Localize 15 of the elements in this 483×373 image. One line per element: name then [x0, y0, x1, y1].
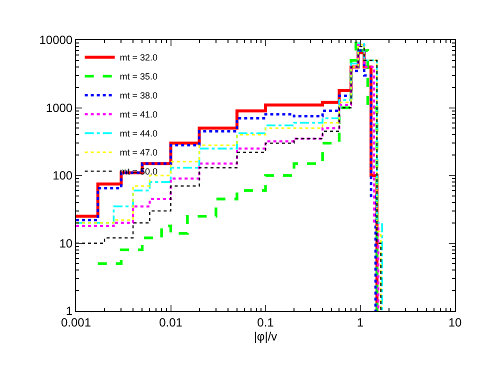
x-tick-label: 10: [448, 315, 462, 330]
y-tick-label: 1000: [46, 100, 73, 115]
x-tick-label: 0.1: [257, 315, 274, 330]
legend-label: mt = 47.0: [120, 148, 158, 158]
x-axis-title: |φ|/v: [254, 329, 278, 344]
legend-label: mt = 32.0: [120, 52, 158, 63]
legend-label: mt = 35.0: [120, 72, 158, 82]
y-tick-label: 100: [52, 168, 73, 183]
legend-label: mt = 38.0: [120, 90, 158, 101]
legend-label: mt = 41.0: [120, 110, 158, 120]
y-tick-label: 10000: [39, 33, 73, 48]
x-tick-label: 1: [356, 315, 364, 330]
y-tick-label: 10: [59, 236, 73, 250]
x-tick-label: 0.01: [159, 315, 183, 330]
legend-label: mt = 44.0: [120, 128, 158, 139]
